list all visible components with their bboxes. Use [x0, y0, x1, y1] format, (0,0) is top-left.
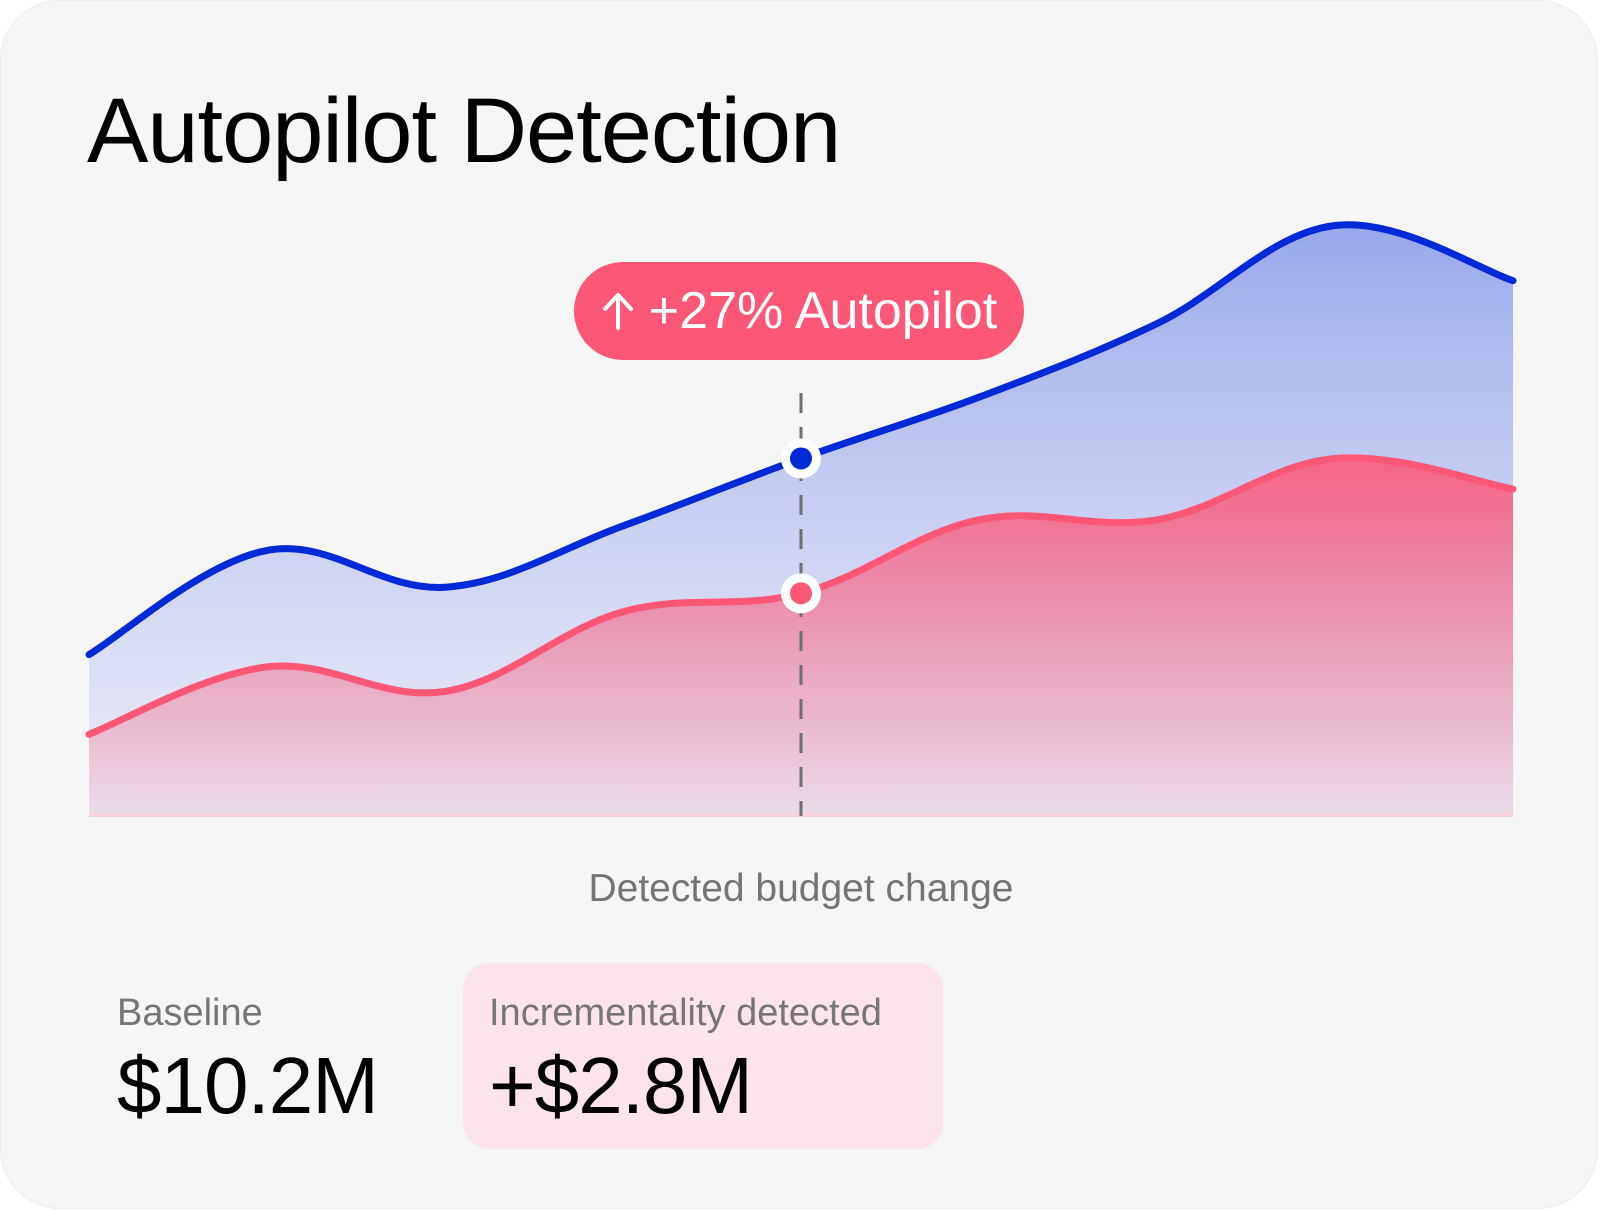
x-axis-label: Detected budget change	[588, 867, 1014, 910]
incrementality-stat: Incrementality detected +$2.8M	[463, 963, 943, 1149]
incrementality-value: +$2.8M	[489, 1041, 753, 1130]
baseline-stat: Baseline $10.2M	[91, 963, 431, 1149]
point-baseline	[790, 582, 812, 605]
callout-text: +27% Autopilot	[648, 282, 998, 340]
point-autopilot	[790, 447, 812, 470]
autopilot-callout-badge: +27% Autopilot	[574, 262, 1024, 360]
incrementality-label: Incrementality detected	[489, 992, 882, 1034]
arrow-up-icon	[602, 293, 633, 330]
baseline-label: Baseline	[117, 992, 263, 1034]
baseline-value: $10.2M	[117, 1041, 379, 1130]
page-title: Autopilot Detection	[87, 80, 841, 182]
